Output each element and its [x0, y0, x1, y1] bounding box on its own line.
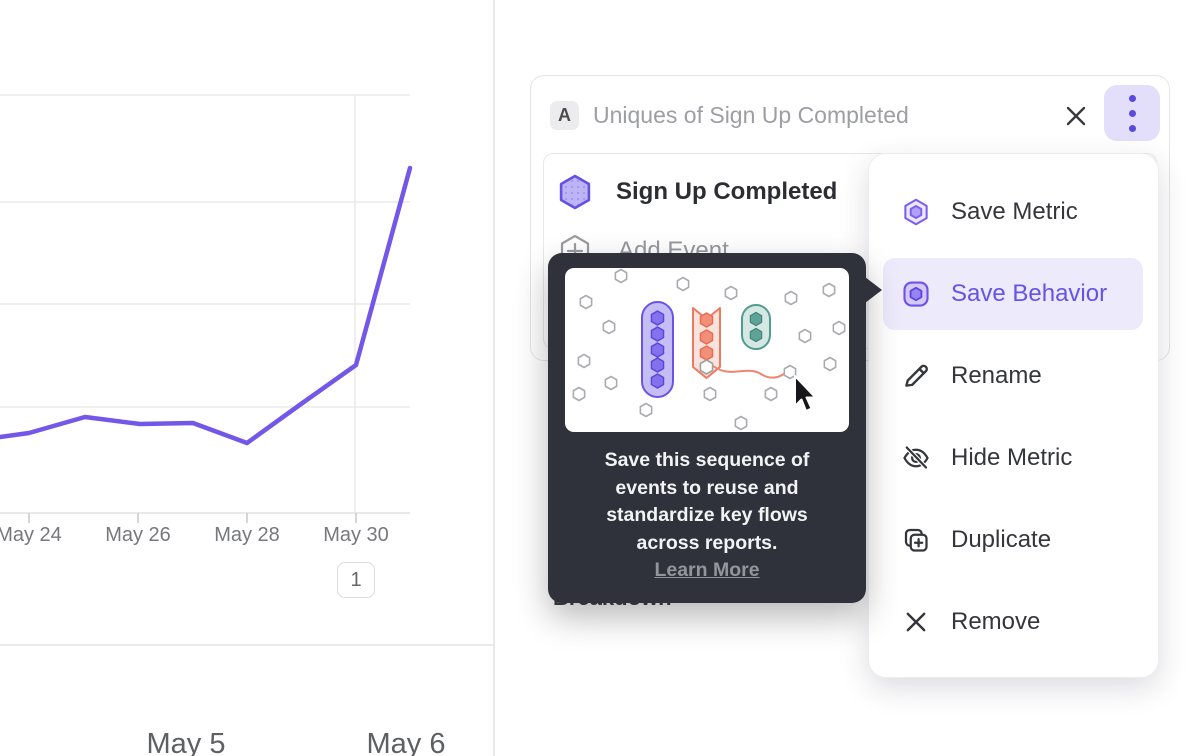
tooltip-line: events to reuse and — [615, 476, 799, 499]
x-axis-labels: May 24 May 26 May 28 May 30 — [0, 524, 494, 552]
event-row[interactable]: Sign Up Completed — [544, 164, 1156, 220]
metric-options-menu: Save Metric Save Behavior Rename — [868, 153, 1159, 678]
close-button[interactable] — [1059, 99, 1093, 133]
kebab-icon — [1128, 94, 1136, 132]
eye-off-icon — [901, 442, 931, 474]
x-tick-label: May 24 — [0, 524, 62, 546]
menu-item-label: Hide Metric — [951, 444, 1073, 471]
metric-letter-badge: A — [550, 101, 579, 130]
line-chart — [0, 94, 413, 523]
metric-title[interactable]: Uniques of Sign Up Completed — [593, 102, 909, 128]
pencil-icon — [901, 361, 931, 391]
menu-item-label: Duplicate — [951, 526, 1052, 553]
date-label: May 5 — [146, 728, 226, 756]
second-chart-section: May 5 May 6 — [0, 646, 494, 756]
pagination-page-button[interactable]: 1 — [337, 562, 375, 598]
save-behavior-tooltip: Save this sequence of events to reuse an… — [548, 253, 882, 603]
menu-item-label: Save Behavior — [951, 280, 1108, 307]
section-divider — [0, 644, 494, 646]
menu-item-remove[interactable]: Remove — [869, 581, 1158, 663]
behavior-squircle-icon — [901, 278, 931, 310]
tooltip-text: Save this sequence of events to reuse an… — [548, 447, 866, 585]
menu-item-hide-metric[interactable]: Hide Metric — [869, 417, 1158, 499]
cursor-icon — [794, 375, 817, 412]
event-label: Sign Up Completed — [616, 178, 838, 205]
menu-item-rename[interactable]: Rename — [869, 335, 1158, 417]
duplicate-icon — [901, 525, 931, 555]
menu-item-save-metric[interactable]: Save Metric — [869, 171, 1158, 253]
menu-item-save-behavior[interactable]: Save Behavior — [869, 253, 1158, 335]
panel-divider — [493, 0, 495, 756]
metric-hexagon-icon — [901, 197, 931, 227]
kebab-menu-button[interactable] — [1104, 85, 1160, 141]
x-icon — [901, 608, 931, 636]
close-icon — [1066, 106, 1086, 126]
x-tick-label: May 26 — [105, 524, 171, 546]
chart-gridlines — [0, 94, 410, 523]
menu-item-label: Save Metric — [951, 198, 1078, 225]
chart-panel: May 24 May 26 May 28 May 30 1 May 5 May … — [0, 0, 494, 756]
event-hexagon-icon — [559, 174, 591, 210]
tooltip-line: standardize key flows — [606, 504, 808, 526]
learn-more-link[interactable]: Learn More — [654, 559, 760, 581]
date-label: May 6 — [366, 728, 446, 756]
menu-item-label: Rename — [951, 362, 1042, 389]
tooltip-line: Save this sequence of — [604, 449, 810, 471]
line-series — [0, 165, 413, 446]
menu-item-duplicate[interactable]: Duplicate — [869, 499, 1158, 581]
behavior-illustration — [565, 268, 849, 432]
metric-card-header: A Uniques of Sign Up Completed — [531, 76, 1169, 142]
x-tick-label: May 30 — [323, 524, 389, 546]
menu-item-label: Remove — [951, 608, 1041, 635]
x-tick-label: May 28 — [214, 524, 280, 546]
tooltip-line: across reports. — [636, 531, 778, 554]
tooltip-arrow — [865, 277, 882, 303]
